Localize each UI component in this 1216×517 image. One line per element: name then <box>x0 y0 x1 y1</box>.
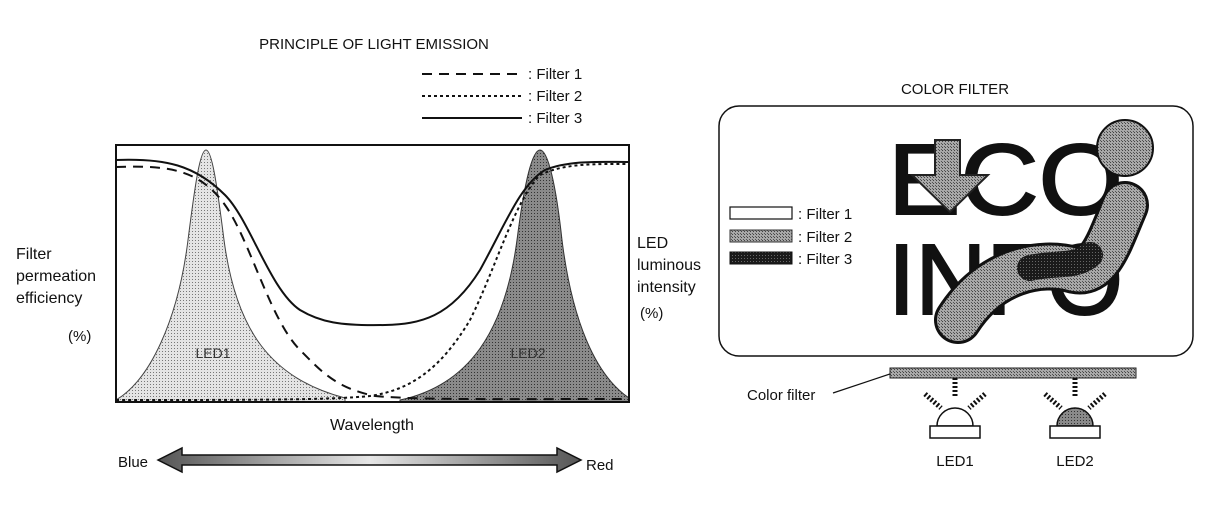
y-right-label-line2: luminous <box>637 257 701 274</box>
led1-label: LED1 <box>195 345 230 361</box>
arrow-label-blue: Blue <box>118 454 148 471</box>
legend-label-filter3: : Filter 3 <box>528 110 582 127</box>
color-filter-strip <box>889 367 1137 379</box>
y-left-label-line1: Filter <box>16 246 52 263</box>
device-label-led1: LED1 <box>936 453 974 470</box>
led2-device <box>1043 378 1107 439</box>
color-filter-leader <box>832 373 891 394</box>
right-title: COLOR FILTER <box>901 81 1009 98</box>
emission-graph <box>116 149 629 402</box>
left-legend: : Filter 1 : Filter 2 : Filter 3 <box>422 66 582 127</box>
y-left-unit: (%) <box>68 328 91 345</box>
legend-label-filter2: : Filter 2 <box>528 88 582 105</box>
y-left-label-line3: efficiency <box>16 290 82 307</box>
left-title: PRINCIPLE OF LIGHT EMISSION <box>259 36 489 53</box>
led2-label: LED2 <box>510 345 545 361</box>
filter1-curve <box>116 165 629 401</box>
arrow-label-red: Red <box>586 457 614 474</box>
led1-device <box>923 378 987 439</box>
legend-swatch-filter2 <box>729 229 793 243</box>
legend-swatch-filter1 <box>729 206 793 220</box>
legend-swatch-label-filter1: : Filter 1 <box>798 206 852 223</box>
display-circle-icon <box>1096 119 1154 177</box>
device-label-led2: LED2 <box>1056 453 1094 470</box>
graph-frame <box>115 144 630 403</box>
legend-label-filter1: : Filter 1 <box>528 66 582 83</box>
led1-spectrum <box>116 149 346 402</box>
legend-swatch-label-filter3: : Filter 3 <box>798 251 852 268</box>
wavelength-arrow <box>156 446 583 474</box>
y-right-unit: (%) <box>640 305 663 322</box>
y-right-label-line1: LED <box>637 235 668 252</box>
led2-spectrum <box>399 149 629 402</box>
filter2-curve <box>116 162 629 401</box>
y-left-label-line2: permeation <box>16 268 96 285</box>
legend-swatch-label-filter2: : Filter 2 <box>798 229 852 246</box>
filter3-curve <box>116 158 629 327</box>
y-right-label-line3: intensity <box>637 279 696 296</box>
display-arrow-icon <box>909 139 991 214</box>
x-axis-label: Wavelength <box>330 417 414 434</box>
display-swoosh-core <box>1017 242 1103 281</box>
color-filter-label: Color filter <box>747 387 815 404</box>
right-legend: : Filter 1 : Filter 2 : Filter 3 <box>729 206 852 268</box>
legend-swatch-filter3 <box>729 251 793 265</box>
